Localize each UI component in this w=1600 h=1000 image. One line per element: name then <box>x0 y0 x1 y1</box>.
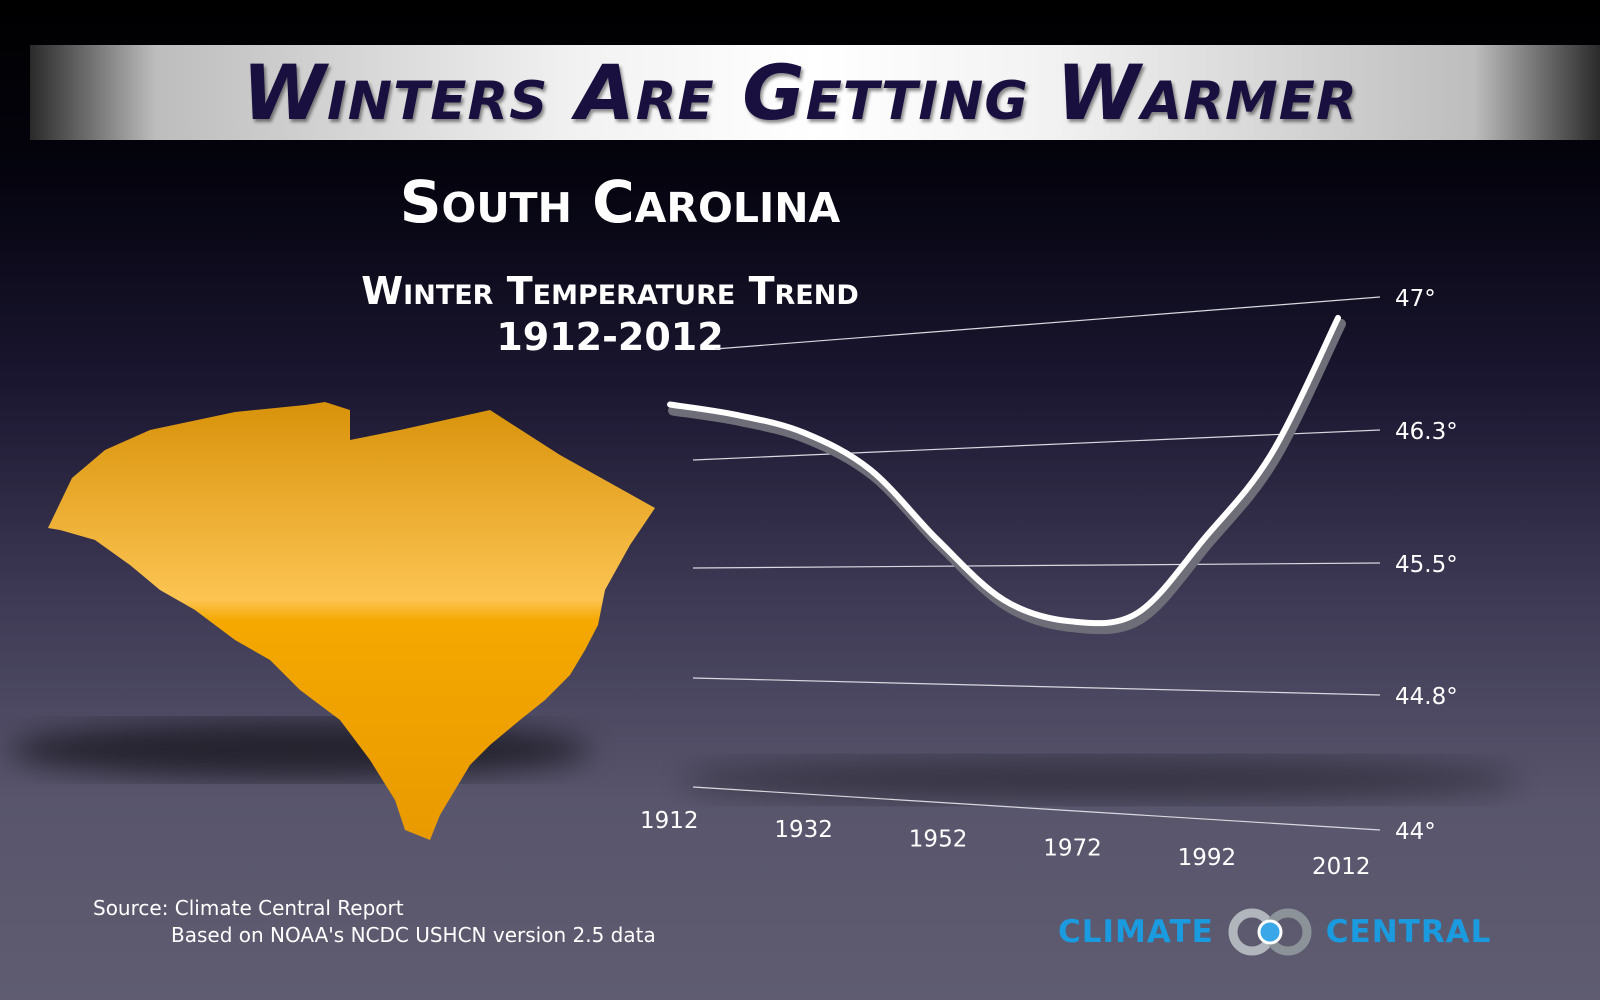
y-tick-label: 47° <box>1395 286 1436 312</box>
south-carolina-map <box>48 402 655 840</box>
y-tick-label: 44.8° <box>1395 684 1458 710</box>
main-title: Winters Are Getting Warmer <box>242 48 1358 137</box>
chart-subtitle: 1912-2012 <box>496 315 724 359</box>
chart-title: Winter Temperature Trend 1912-2012 <box>260 268 960 360</box>
y-tick-label: 45.5° <box>1395 552 1458 578</box>
logo-text-left: CLIMATE <box>1058 914 1214 950</box>
y-tick-label: 46.3° <box>1395 419 1458 445</box>
x-tick-label: 1932 <box>774 817 833 843</box>
x-tick-label: 1912 <box>640 808 699 834</box>
y-tick-label: 44° <box>1395 819 1436 845</box>
series-line <box>667 314 1341 627</box>
logo-text-right: CENTRAL <box>1325 914 1492 950</box>
gridline <box>692 562 1381 569</box>
state-title: South Carolina <box>399 168 841 236</box>
source-note: Source: Climate Central Report Based on … <box>93 895 656 949</box>
source-line-2: Based on NOAA's NCDC USHCN version 2.5 d… <box>171 923 656 947</box>
chart-title-text: Winter Temperature Trend <box>361 269 859 313</box>
climate-central-logo[interactable]: CLIMATE CENTRAL <box>1058 908 1492 956</box>
series-line-shadow <box>668 318 1346 635</box>
gridline <box>692 677 1381 696</box>
logo-rings-icon <box>1228 908 1312 956</box>
x-tick-label: 1972 <box>1043 836 1102 862</box>
x-tick-label: 2012 <box>1312 854 1371 880</box>
line-shadow <box>680 758 1520 802</box>
x-tick-label: 1992 <box>1178 845 1237 871</box>
source-line-1: Source: Climate Central Report <box>93 896 404 920</box>
gridline <box>692 786 1381 831</box>
gridline <box>692 429 1381 461</box>
title-band <box>30 45 1600 140</box>
gridline <box>714 296 1381 350</box>
x-tick-label: 1952 <box>909 826 968 852</box>
